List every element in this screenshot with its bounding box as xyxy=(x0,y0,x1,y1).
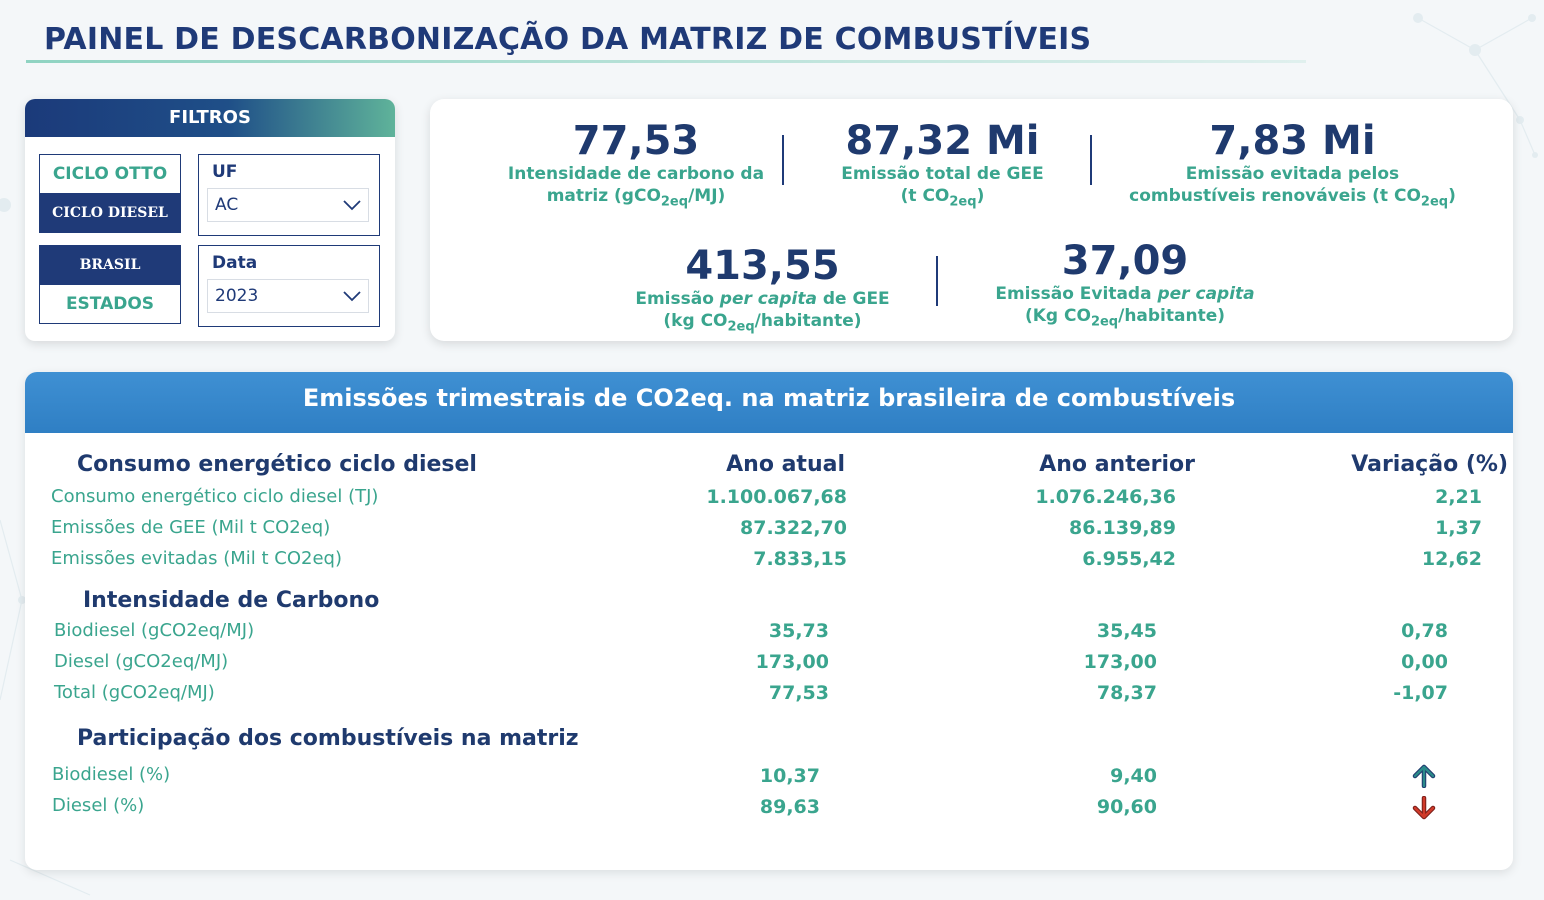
row-label: Emissões de GEE (Mil t CO2eq) xyxy=(51,517,331,538)
ciclo-toggle-group: CICLO OTTO CICLO DIESEL xyxy=(39,154,181,233)
kpi-evitada-per-capita-value: 37,09 xyxy=(1061,238,1189,284)
data-filter: Data 2023 xyxy=(198,245,380,327)
kpi-per-capita-label: Emissão per capita de GEE (kg CO2eq/habi… xyxy=(635,289,890,335)
row-label: Emissões evitadas (Mil t CO2eq) xyxy=(51,548,342,569)
value-ano-anterior: 86.139,89 xyxy=(1069,517,1176,539)
row-label: Total (gCO2eq/MJ) xyxy=(54,682,215,703)
uf-selected-value: AC xyxy=(215,195,239,215)
value-variacao: -1,07 xyxy=(1393,682,1448,704)
uf-label: UF xyxy=(212,162,238,182)
value-ano-atual: 77,53 xyxy=(768,682,829,704)
kpi-emissao-evitada: 7,83 Mi Emissão evitada pelos combustíve… xyxy=(1115,119,1470,213)
value-ano-anterior: 35,45 xyxy=(1096,620,1157,642)
ciclo-diesel-button[interactable]: CICLO DIESEL xyxy=(40,194,180,232)
estados-button[interactable]: ESTADOS xyxy=(40,285,180,323)
emissions-panel-title: Emissões trimestrais de CO2eq. na matriz… xyxy=(25,372,1513,433)
kpi-emissao-total-value: 87,32 Mi xyxy=(845,118,1040,164)
uf-dropdown[interactable]: AC xyxy=(207,188,369,222)
data-selected-value: 2023 xyxy=(215,286,259,306)
chevron-down-icon xyxy=(343,291,361,302)
divider xyxy=(40,193,180,194)
arrow-up-icon xyxy=(1412,764,1436,788)
area-toggle-group: BRASIL ESTADOS xyxy=(39,245,181,324)
kpi-evitada-per-capita: 37,09 Emissão Evitada per capita (Kg CO2… xyxy=(990,239,1260,333)
value-ano-anterior: 6.955,42 xyxy=(1082,548,1176,570)
kpi-emissao-total: 87,32 Mi Emissão total de GEE (t CO2eq) xyxy=(815,119,1070,213)
emissions-panel: Emissões trimestrais de CO2eq. na matriz… xyxy=(25,372,1513,870)
chevron-down-icon xyxy=(343,200,361,211)
section-title-participacao: Participação dos combustíveis na matriz xyxy=(77,726,579,751)
column-header-variacao: Variação (%) xyxy=(1351,452,1508,477)
kpi-evitada-per-capita-label: Emissão Evitada per capita (Kg CO2eq/hab… xyxy=(995,284,1255,330)
value-variacao: 2,21 xyxy=(1435,486,1482,508)
value-ano-atual: 1.100.067,68 xyxy=(706,486,847,508)
kpi-intensidade-label: Intensidade de carbono da matriz (gCO2eq… xyxy=(507,164,765,210)
kpi-separator xyxy=(936,256,938,306)
value-ano-anterior: 78,37 xyxy=(1096,682,1157,704)
data-dropdown[interactable]: 2023 xyxy=(207,279,369,313)
kpi-panel: 77,53 Intensidade de carbono da matriz (… xyxy=(430,99,1513,341)
uf-filter: UF AC xyxy=(198,154,380,236)
column-header-ano-anterior: Ano anterior xyxy=(1039,452,1195,477)
value-ano-anterior: 1.076.246,36 xyxy=(1035,486,1176,508)
value-variacao: 1,37 xyxy=(1435,517,1482,539)
kpi-emissao-evitada-label: Emissão evitada pelos combustíveis renov… xyxy=(1129,164,1456,210)
kpi-emissao-evitada-value: 7,83 Mi xyxy=(1209,118,1376,164)
section-title-consumo: Consumo energético ciclo diesel xyxy=(77,452,477,477)
kpi-emissao-total-label: Emissão total de GEE (t CO2eq) xyxy=(841,164,1044,210)
row-label: Biodiesel (gCO2eq/MJ) xyxy=(54,620,255,641)
value-ano-atual: 87.322,70 xyxy=(740,517,847,539)
value-variacao: 0,00 xyxy=(1401,651,1448,673)
column-header-ano-atual: Ano atual xyxy=(726,452,845,477)
value-ano-atual: 35,73 xyxy=(768,620,829,642)
title-underline xyxy=(26,60,1306,63)
kpi-per-capita: 413,55 Emissão per capita de GEE (kg CO2… xyxy=(630,244,895,338)
value-ano-anterior: 173,00 xyxy=(1083,651,1157,673)
filters-header: FILTROS xyxy=(25,99,395,137)
row-label: Diesel (gCO2eq/MJ) xyxy=(54,651,229,672)
section-title-intensidade: Intensidade de Carbono xyxy=(83,588,380,613)
kpi-intensidade-value: 77,53 xyxy=(572,118,700,164)
kpi-per-capita-value: 413,55 xyxy=(685,243,840,289)
ciclo-otto-button[interactable]: CICLO OTTO xyxy=(40,155,180,193)
value-ano-atual: 173,00 xyxy=(755,651,829,673)
data-label: Data xyxy=(212,253,258,273)
filters-panel: FILTROS CICLO OTTO CICLO DIESEL BRASIL E… xyxy=(25,99,395,341)
value-variacao: 0,78 xyxy=(1401,620,1448,642)
value-ano-anterior: 9,40 xyxy=(1110,765,1157,787)
value-ano-atual: 10,37 xyxy=(759,765,820,787)
kpi-intensidade: 77,53 Intensidade de carbono da matriz (… xyxy=(490,119,782,213)
page-title: PAINEL DE DESCARBONIZAÇÃO DA MATRIZ DE C… xyxy=(44,22,1092,57)
value-ano-atual: 89,63 xyxy=(759,796,820,818)
divider xyxy=(40,284,180,285)
row-label: Diesel (%) xyxy=(52,795,145,816)
value-variacao: 12,62 xyxy=(1421,548,1482,570)
kpi-separator xyxy=(1090,135,1092,185)
arrow-down-icon xyxy=(1412,796,1436,820)
kpi-separator xyxy=(782,135,784,185)
value-ano-anterior: 90,60 xyxy=(1096,796,1157,818)
brasil-button[interactable]: BRASIL xyxy=(40,246,180,284)
value-ano-atual: 7.833,15 xyxy=(753,548,847,570)
row-label: Consumo energético ciclo diesel (TJ) xyxy=(51,486,379,507)
row-label: Biodiesel (%) xyxy=(52,764,171,785)
